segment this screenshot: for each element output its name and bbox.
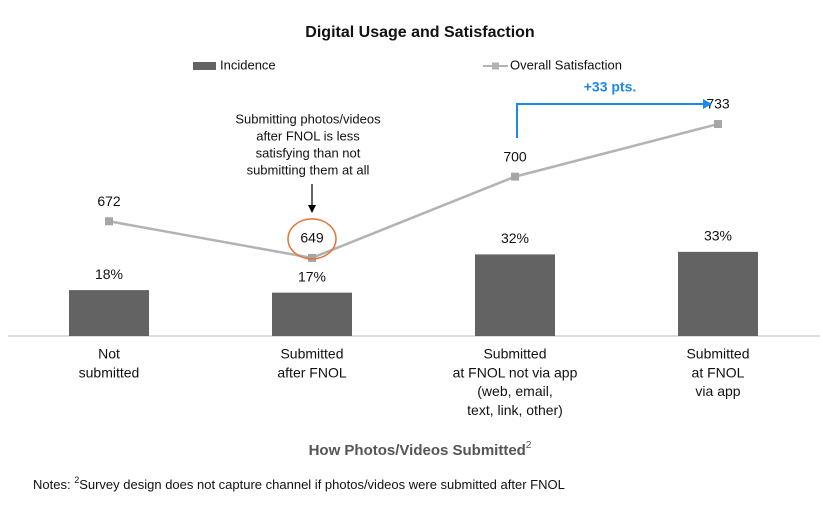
annotation: satisfying than not: [256, 145, 361, 160]
data-label: 733: [706, 96, 730, 112]
x-axis-title: How Photos/Videos Submitted2: [309, 440, 532, 459]
x-tick-label: submitted: [79, 364, 140, 380]
x-tick-label: at FNOL: [692, 364, 745, 380]
notes-prefix: Notes:: [33, 477, 74, 492]
bracket-arrowhead: [703, 99, 712, 109]
bar: [69, 290, 149, 336]
superscript: 2: [74, 475, 79, 485]
notes-text: Survey design does not capture channel i…: [79, 477, 565, 492]
superscript: 2: [526, 440, 532, 451]
x-tick-label: Not: [98, 346, 120, 362]
annotation: Submitting photos/videos: [235, 111, 381, 126]
annotation-arrowhead: [308, 205, 316, 213]
data-label: 32%: [501, 230, 529, 246]
data-label: 700: [503, 148, 527, 164]
bracket: [516, 103, 703, 138]
line: [108, 122, 719, 260]
highlight-circle: [287, 218, 337, 260]
data-label: 17%: [298, 268, 326, 284]
x-tick-label: Submitted: [686, 346, 749, 362]
bar: [475, 254, 555, 336]
legend-swatch: [193, 62, 216, 70]
chart-title: Digital Usage and Satisfaction: [305, 24, 534, 41]
x-tick-label: via app: [695, 383, 740, 399]
notes: Notes: 2Survey design does not capture c…: [33, 475, 565, 492]
data-label: 18%: [95, 266, 123, 282]
legend-label: Incidence: [220, 57, 276, 72]
x-tick-label: at FNOL not via app: [453, 364, 578, 380]
data-label: 33%: [704, 228, 732, 244]
annotation: +33 pts.: [584, 79, 637, 95]
legend-label: Overall Satisfaction: [510, 57, 622, 72]
x-tick-label: after FNOL: [277, 364, 346, 380]
x-tick-label: text, link, other): [467, 402, 563, 418]
legend-swatch: [492, 62, 499, 70]
bar: [272, 292, 352, 336]
data-label: 649: [300, 230, 324, 246]
marker: [105, 217, 113, 226]
x-tick-label: (web, email,: [477, 383, 552, 399]
data-label: 672: [97, 193, 121, 209]
x-tick-label: Submitted: [280, 346, 343, 362]
bar: [678, 251, 758, 336]
x-axis-title-text: How Photos/Videos Submitted: [309, 442, 526, 459]
x-tick-label: Submitted: [483, 346, 546, 362]
annotation: submitting them at all: [247, 162, 370, 177]
annotation: after FNOL is less: [256, 128, 360, 143]
marker: [714, 120, 722, 129]
marker: [308, 253, 316, 262]
marker: [511, 172, 519, 181]
